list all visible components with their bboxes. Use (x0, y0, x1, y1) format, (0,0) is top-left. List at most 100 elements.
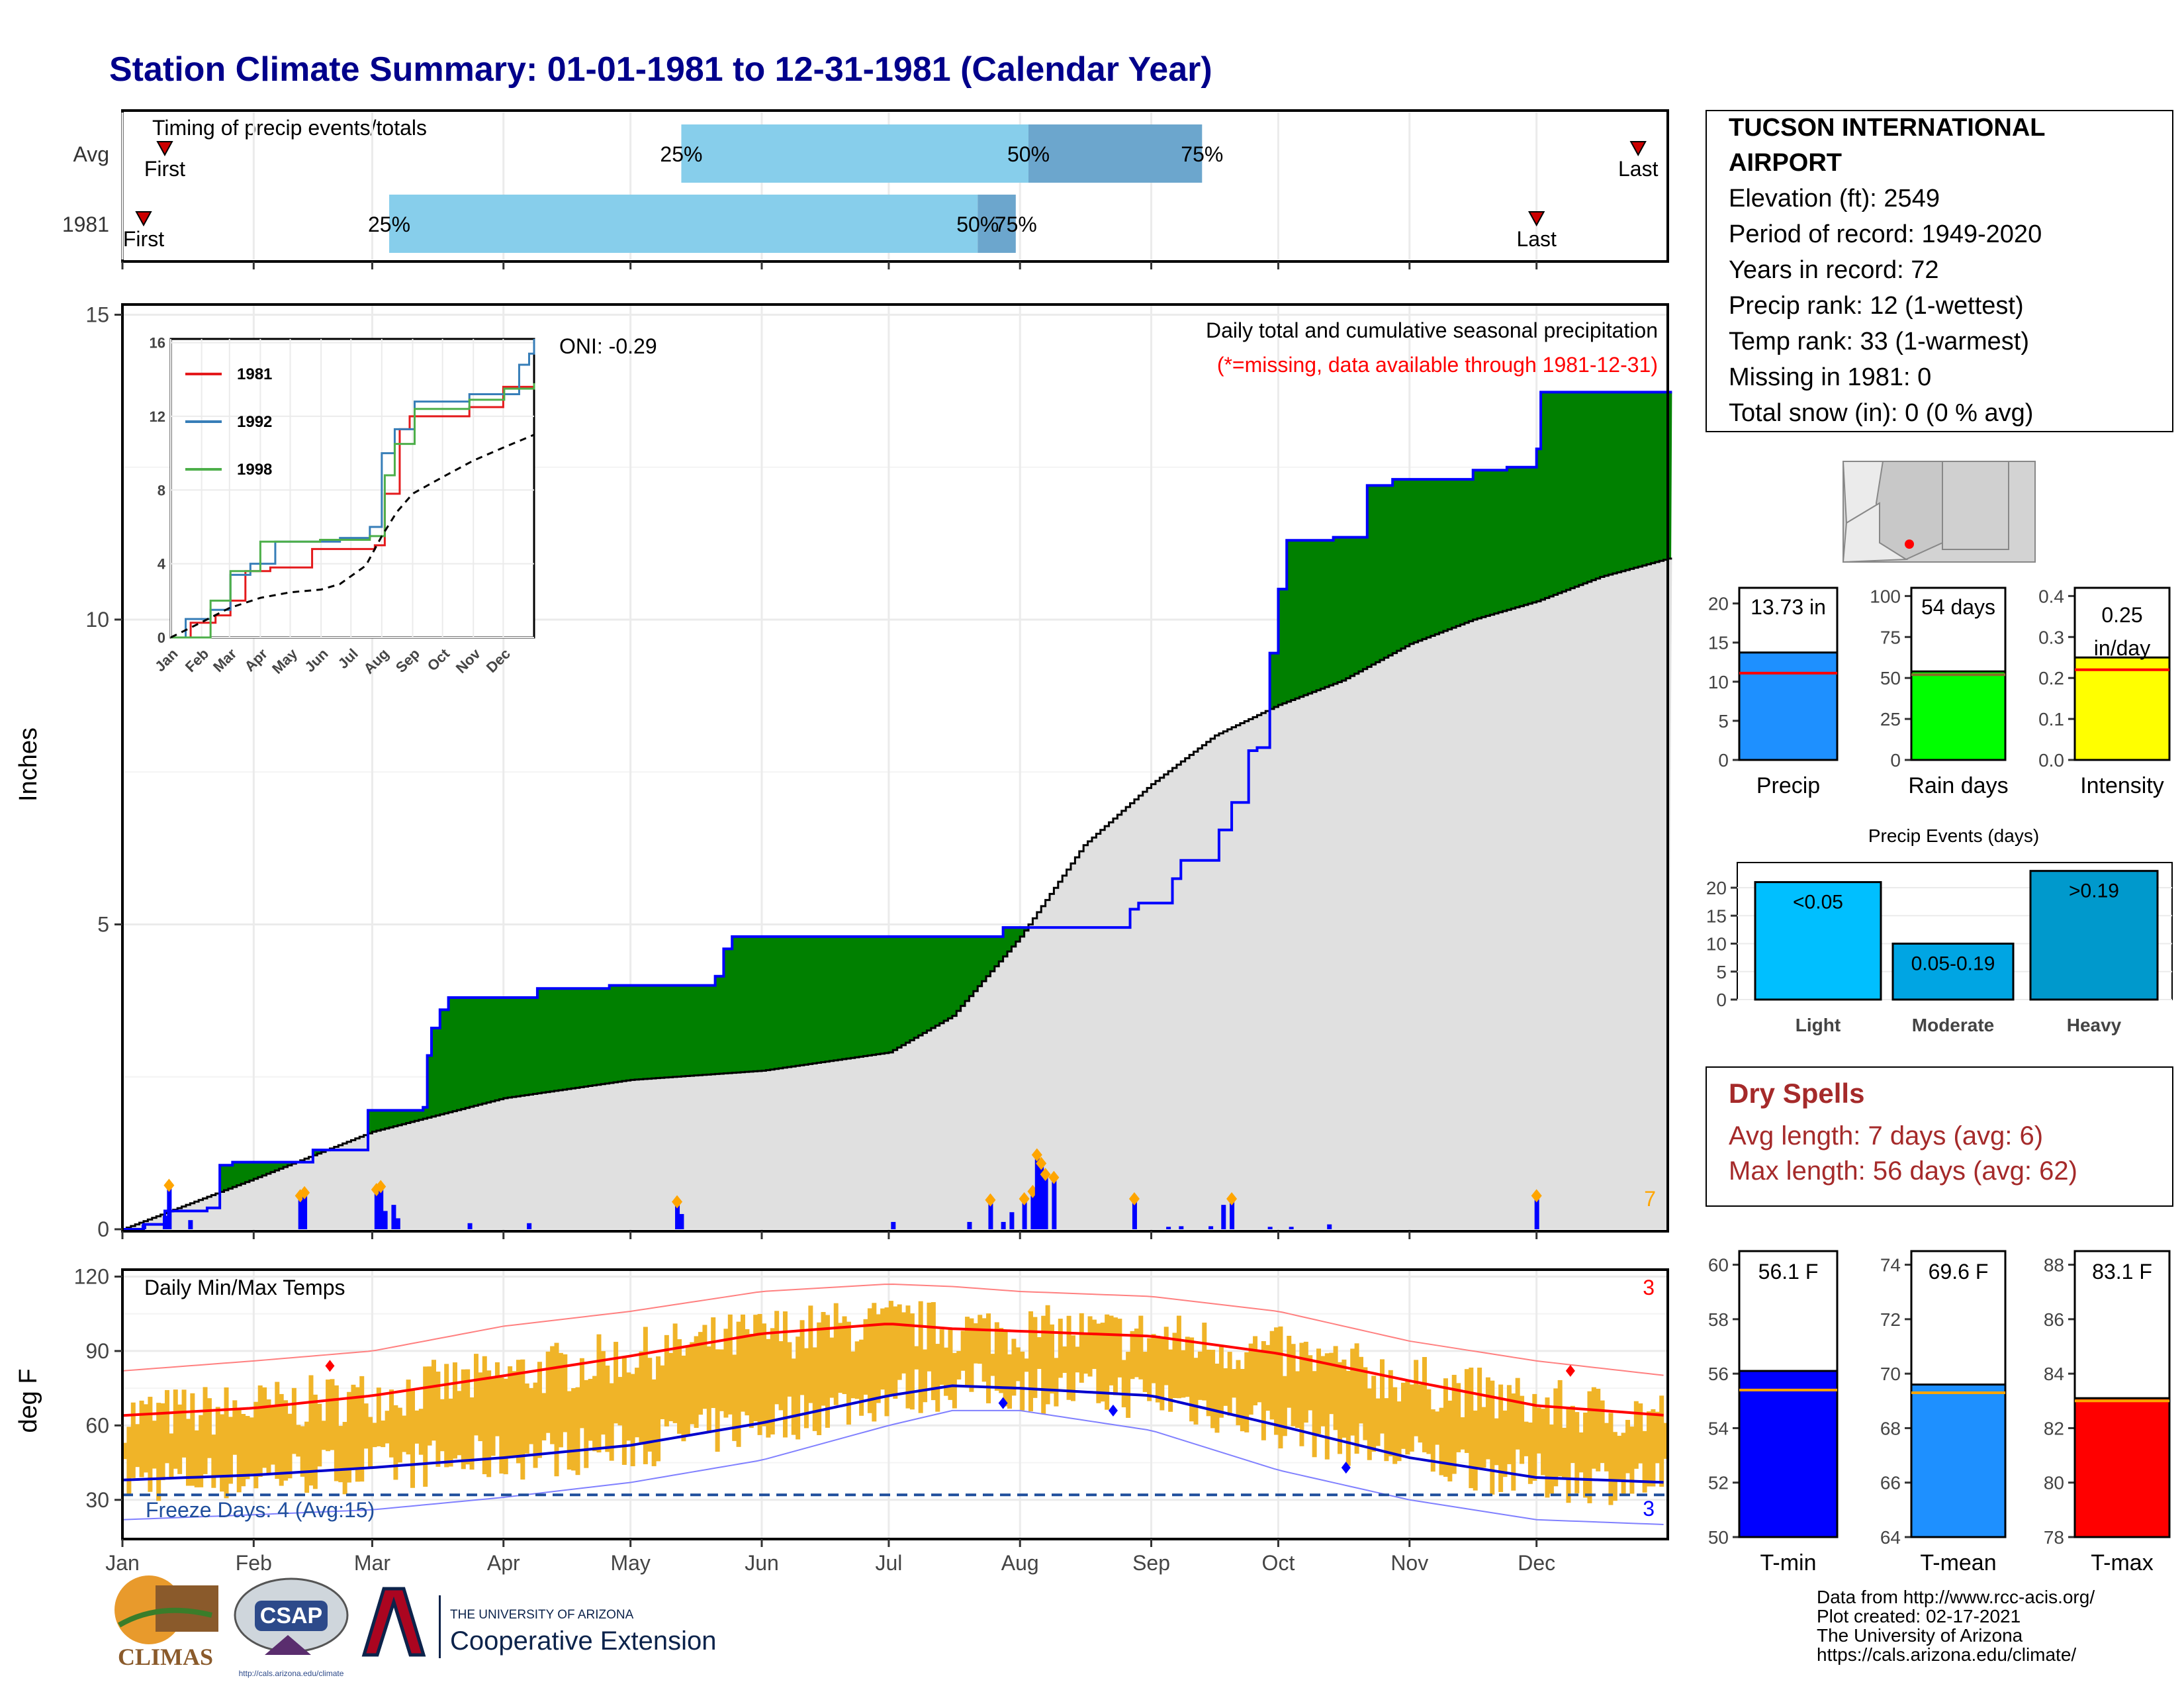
daily-temp-bar (563, 1354, 568, 1432)
daily-temp-bar (1583, 1412, 1588, 1498)
daily-precip-bar (1052, 1177, 1057, 1229)
month-label: Aug (1001, 1551, 1039, 1575)
daily-temp-bar (1312, 1371, 1317, 1458)
bar-panel-value-line2: in/day (2094, 636, 2150, 660)
inset-legend-label: 1992 (237, 413, 272, 431)
bar-panel-tick-label: 50 (1880, 668, 1901, 688)
daily-temp-bar (1320, 1356, 1326, 1427)
daily-temp-bar (952, 1352, 957, 1409)
daily-temp-bar (1409, 1384, 1414, 1452)
daily-temp-bar (156, 1403, 161, 1501)
daily-precip-bar (1001, 1221, 1006, 1229)
events-y-tick-label: 20 (1706, 878, 1727, 898)
timing-first-marker-icon (135, 211, 152, 227)
daily-temp-bar (423, 1366, 428, 1487)
daily-temp-bar (909, 1313, 915, 1410)
avg-max-line (122, 1323, 1664, 1417)
daily-precip-bar (1289, 1227, 1294, 1229)
daily-temp-bar (681, 1355, 686, 1442)
daily-temp-bar (732, 1354, 737, 1441)
bar-panel-tick-label: 75 (1880, 627, 1901, 647)
temp-panel-tick-label: 82 (2044, 1418, 2064, 1438)
temp-panel-tick-label: 52 (1708, 1473, 1729, 1493)
precip-y-tick-label: 15 (85, 303, 109, 326)
month-axis: Jan Feb Mar Apr May Jun Jul Aug Sep Oct Nov Dec (105, 1539, 1555, 1575)
daily-temp-bar (1604, 1423, 1610, 1472)
bar-panel-value-label: 54 days (1921, 595, 1995, 619)
daily-temp-bar (761, 1323, 766, 1427)
oni-value: ONI: -0.29 (559, 334, 657, 358)
events-category-label: Light (1796, 1015, 1841, 1035)
bar-panel-value-bar (1910, 670, 2007, 761)
timing-last-label: Last (1516, 227, 1557, 251)
events-category-label: Moderate (1912, 1015, 1994, 1035)
bar-panel-tick-label: 25 (1880, 709, 1901, 729)
daily-temp-bar (1498, 1384, 1504, 1492)
month-label: Oct (1262, 1551, 1295, 1575)
daily-temp-bar (1570, 1405, 1575, 1464)
daily-temp-bar (846, 1321, 851, 1425)
daily-temp-bar (490, 1378, 496, 1456)
daily-temp-bar (1536, 1407, 1541, 1454)
daily-temp-bar (901, 1312, 907, 1374)
daily-temp-bar (1253, 1336, 1258, 1406)
daily-temp-bar (503, 1378, 508, 1475)
daily-temp-bar (253, 1401, 259, 1489)
bar-panel-tick-label: 20 (1708, 594, 1729, 614)
dry-spells-frame (1706, 1066, 2173, 1207)
csap-label: CSAP (260, 1603, 322, 1628)
daily-temp-bar (614, 1342, 619, 1424)
event-marker-icon (1031, 1148, 1042, 1162)
daily-temp-bar (1506, 1385, 1512, 1464)
temp-panel-tick-label: 80 (2044, 1473, 2064, 1493)
daily-temp-bar (1316, 1348, 1322, 1434)
daily-temp-bar (702, 1325, 707, 1409)
daily-temp-bar (402, 1415, 407, 1452)
daily-temp-bar (326, 1380, 331, 1452)
daily-temp-bar (635, 1368, 640, 1438)
daily-temp-bar (854, 1341, 860, 1399)
daily-temp-bar (770, 1328, 775, 1434)
daily-temp-bar (1342, 1359, 1347, 1438)
daily-temp-bar (291, 1387, 296, 1454)
daily-temp-bar (1596, 1388, 1601, 1472)
daily-temp-bar (1197, 1351, 1203, 1400)
temp-y-tick-label: 120 (74, 1264, 109, 1288)
daily-temp-bar (1426, 1389, 1432, 1454)
daily-temp-bar (897, 1304, 902, 1380)
inset-y-tick-label: 8 (158, 482, 165, 498)
daily-temp-bar (1075, 1346, 1080, 1373)
daily-temp-bar (452, 1362, 457, 1459)
daily-temp-bar (1287, 1335, 1292, 1408)
daily-temp-bar (741, 1314, 745, 1412)
bar-panel-precip: 0 5 10 15 20 13.73 in Precip (1708, 586, 1839, 798)
daily-temp-bar (1172, 1333, 1177, 1399)
daily-temp-bar (888, 1301, 893, 1396)
daily-temp-bar (1527, 1422, 1533, 1484)
daily-temp-bar (1257, 1350, 1262, 1403)
daily-temp-bar (1054, 1358, 1059, 1407)
daily-temp-bar (236, 1408, 242, 1493)
daily-temp-bar (1079, 1313, 1084, 1383)
daily-precip-bar (374, 1190, 379, 1229)
daily-temp-bar (1359, 1356, 1363, 1424)
events-count: 7 (1644, 1187, 1656, 1211)
daily-temp-bar (969, 1318, 974, 1392)
daily-temp-bar (279, 1393, 284, 1486)
station-info: TUCSON INTERNATIONAL AIRPORT Elevation (… (1706, 110, 2173, 432)
daily-temp-bar (944, 1347, 949, 1396)
temp-panel-t-mean: 64 66 68 70 72 74 69.6 F T-mean (1880, 1250, 2007, 1575)
temp-panel-value-label: 56.1 F (1758, 1260, 1819, 1284)
daily-temp-bar (660, 1365, 665, 1419)
month-label: Jun (745, 1551, 779, 1575)
daily-temp-bar (787, 1342, 792, 1397)
daily-temp-bar (715, 1349, 720, 1452)
daily-temp-bar (1473, 1410, 1478, 1491)
daily-temp-bar (978, 1315, 983, 1364)
daily-temp-bar (1291, 1344, 1296, 1427)
daily-temp-bar (621, 1356, 627, 1465)
daily-temp-bar (1227, 1352, 1232, 1416)
csap-url: http://cals.arizona.edu/climate (239, 1669, 344, 1678)
daily-temp-bar (478, 1372, 483, 1442)
